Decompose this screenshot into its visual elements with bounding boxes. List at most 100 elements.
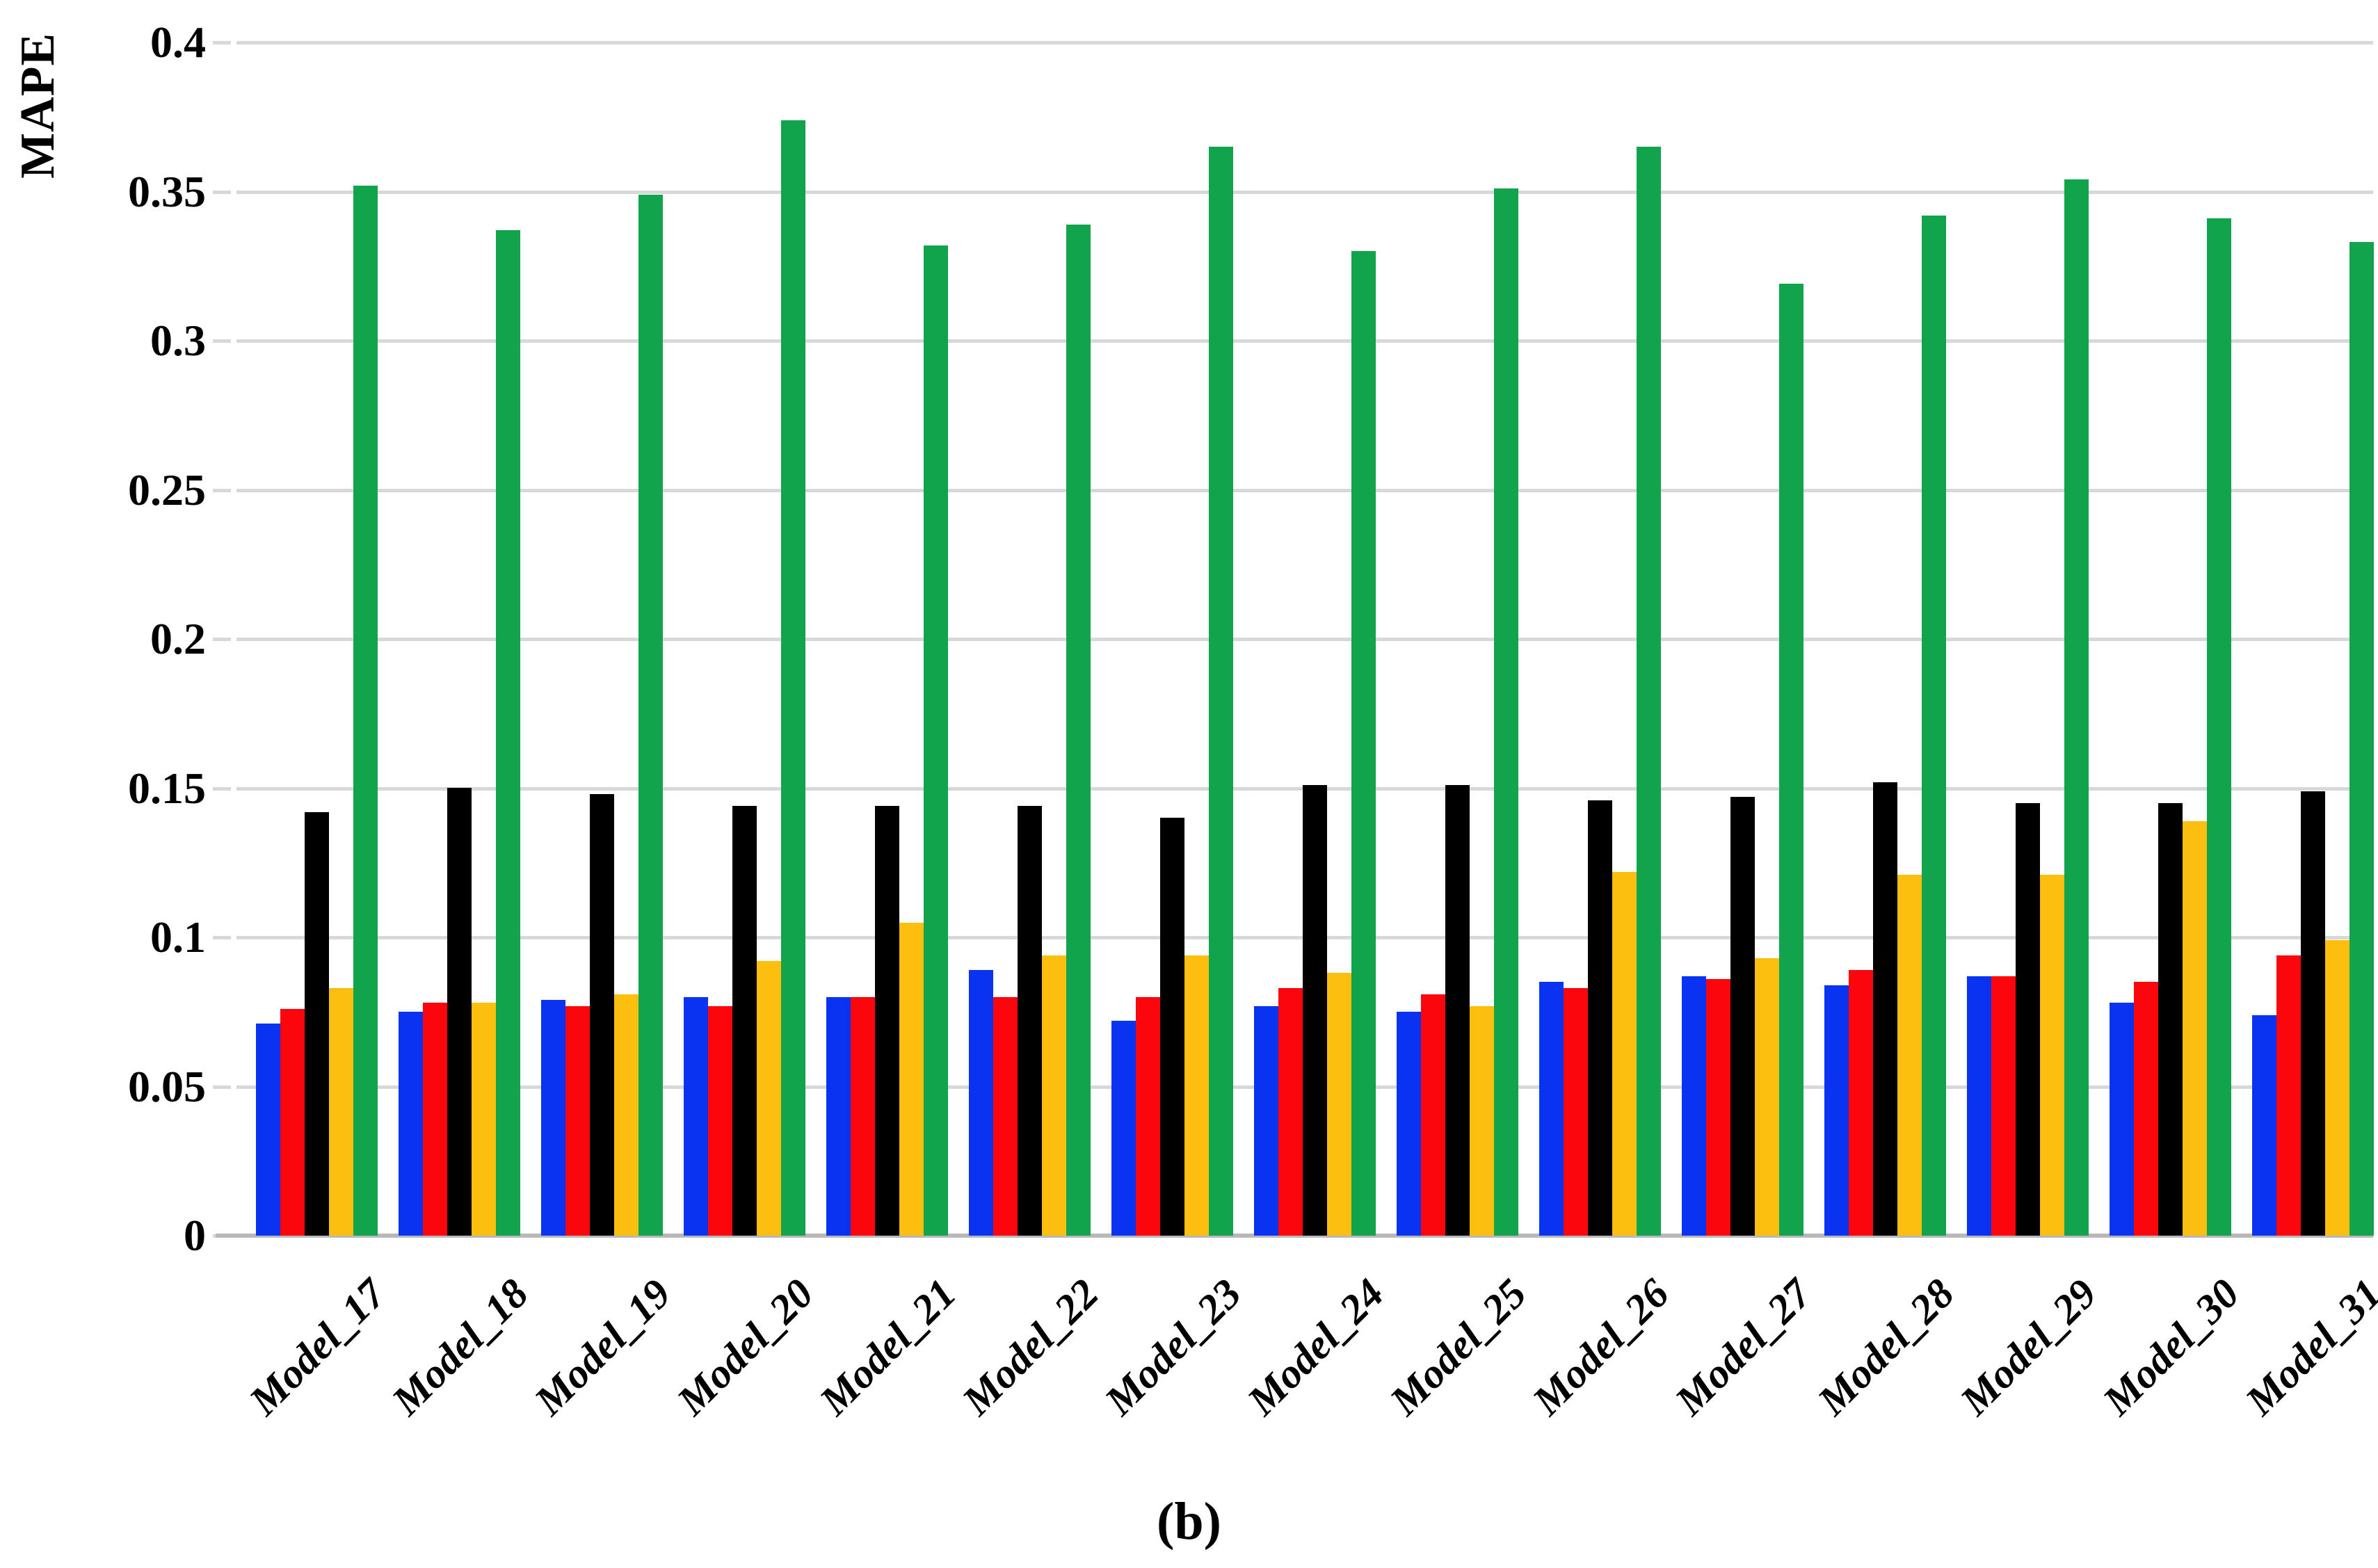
bar-model_20-green [781,120,805,1236]
bar-model_25-blue [1397,1012,1421,1236]
x-tick-label-model_18: Model_18 [383,1270,537,1424]
bar-model_31-green [2349,242,2374,1236]
bar-model_27-blue [1682,976,1706,1236]
y-tick-label-0.3: 0.3 [150,316,206,365]
x-tick-label-model_23: Model_23 [1095,1270,1250,1424]
x-tick-label-model_28: Model_28 [1808,1270,1963,1424]
bar-model_28-red [1849,970,1873,1236]
x-tick-label-model_31: Model_31 [2236,1270,2378,1424]
bar-model_21-black [875,806,899,1236]
bar-model_25-yellow [1470,1006,1494,1236]
bar-model_26-green [1637,147,1661,1236]
gridline-0.25 [236,488,2373,492]
bar-model_21-green [924,245,948,1236]
bar-model_18-red [423,1003,447,1236]
bar-model_19-black [590,794,614,1236]
y-tick-label-0.35: 0.35 [128,166,206,216]
bar-model_29-black [2016,803,2040,1236]
x-axis-line [216,1234,2373,1238]
bar-model_19-yellow [614,994,638,1236]
bar-model_26-blue [1539,982,1564,1236]
bar-model_18-black [447,788,472,1236]
bar-model_17-yellow [329,988,353,1236]
bar-model_24-green [1351,251,1376,1236]
x-tick-label-model_20: Model_20 [668,1270,822,1424]
bar-model_22-yellow [1042,955,1066,1236]
bar-model_27-yellow [1755,958,1779,1236]
y-tick-label-0.1: 0.1 [150,912,206,962]
bar-model_24-blue [1254,1006,1278,1236]
bar-model_25-black [1445,785,1470,1236]
bar-model_28-yellow [1897,875,1922,1236]
gridline-0.35 [236,190,2373,194]
bar-model_29-blue [1967,976,1991,1236]
bar-model_23-yellow [1184,955,1209,1236]
bar-model_17-red [280,1009,305,1236]
bar-model_20-black [732,806,757,1236]
bar-model_19-green [638,195,663,1236]
bar-model_17-blue [256,1024,280,1236]
bar-model_18-green [496,230,520,1236]
bar-model_31-yellow [2325,940,2349,1236]
bar-model_26-black [1588,800,1612,1236]
bar-model_22-green [1066,225,1091,1236]
bar-model_25-green [1494,188,1518,1236]
bar-model_21-yellow [899,923,924,1236]
x-tick-label-model_24: Model_24 [1238,1270,1392,1424]
bar-model_18-yellow [472,1003,496,1236]
bar-model_27-green [1779,284,1803,1236]
y-tick-mark-0.25 [213,488,231,492]
bar-model_28-black [1873,782,1897,1236]
y-tick-label-0: 0 [184,1211,206,1260]
bar-model_19-red [565,1006,590,1236]
bar-model_21-red [851,997,875,1236]
bar-model_17-black [305,812,329,1236]
bar-model_31-red [2276,955,2301,1236]
bar-model_31-blue [2252,1015,2276,1236]
y-tick-mark-0.05 [213,1085,231,1089]
bar-model_27-black [1730,797,1755,1236]
bar-model_24-yellow [1327,973,1351,1236]
bar-model_24-black [1303,785,1327,1236]
bar-model_20-blue [684,997,708,1236]
y-tick-mark-0.1 [213,936,231,939]
x-tick-label-model_25: Model_25 [1381,1270,1535,1424]
bar-model_30-blue [2110,1003,2134,1236]
bar-model_27-red [1706,979,1730,1236]
bar-model_22-red [993,997,1018,1236]
y-tick-mark-0.35 [213,190,231,194]
y-tick-label-0.2: 0.2 [150,614,206,663]
bar-model_20-red [708,1006,732,1236]
bar-model_22-blue [969,970,993,1236]
x-tick-label-model_30: Model_30 [2094,1270,2248,1424]
bar-model_30-yellow [2183,821,2207,1236]
bar-model_26-yellow [1612,872,1637,1236]
bar-model_26-red [1564,988,1588,1236]
x-tick-label-model_22: Model_22 [953,1270,1107,1424]
bar-model_23-red [1136,997,1160,1236]
bar-model_30-green [2207,218,2231,1236]
bar-model_24-red [1278,988,1303,1236]
y-tick-label-0.4: 0.4 [150,17,206,67]
x-tick-label-model_27: Model_27 [1666,1270,1820,1424]
y-tick-mark-0.15 [213,786,231,791]
bar-model_29-yellow [2040,875,2064,1236]
bar-model_20-yellow [757,961,781,1236]
bar-model_30-red [2134,982,2158,1236]
bar-model_23-blue [1111,1021,1136,1236]
bar-model_29-green [2064,179,2089,1236]
x-tick-label-model_21: Model_21 [810,1270,965,1424]
bar-model_17-green [353,186,378,1236]
subfigure-caption: (b) [1157,1492,1221,1551]
y-tick-label-0.25: 0.25 [128,464,206,515]
gridline-0.4 [236,41,2373,45]
bar-model_21-blue [826,997,851,1236]
x-tick-label-model_29: Model_29 [1951,1270,2105,1424]
bar-model_22-black [1018,806,1042,1236]
bar-model_25-red [1421,994,1445,1236]
y-tick-mark-0.2 [213,638,231,641]
bar-model_19-blue [541,1000,565,1236]
y-tick-label-0.15: 0.15 [128,763,206,813]
gridline-0.3 [236,339,2373,343]
